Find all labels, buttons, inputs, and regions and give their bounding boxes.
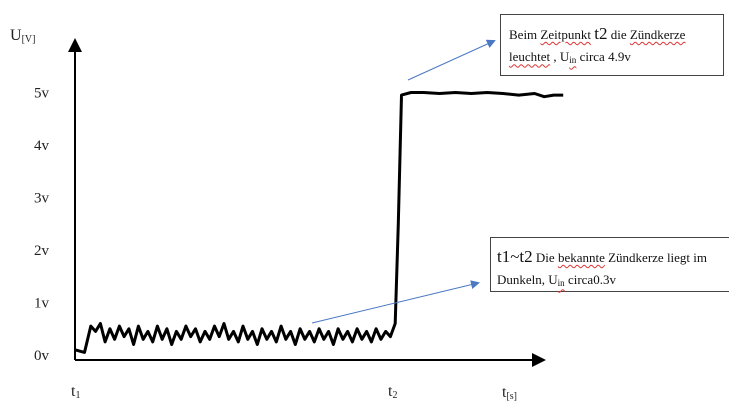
note2-pointer-arrow [311, 280, 480, 324]
y-tick-label: 0v [34, 348, 50, 364]
y-tick-label: 1v [34, 296, 50, 312]
y-tick-label: 5v [34, 86, 50, 102]
annotation-note-t2: Beim Zeitpunkt t2 die Zündkerze leuchtet… [500, 14, 724, 76]
x-axis-label: t[s] [502, 384, 517, 402]
x-tick-label: t2 [388, 383, 397, 401]
y-tick-label: 2v [34, 243, 50, 259]
x-axis-arrow-icon [532, 353, 546, 367]
y-tick-label: 3v [34, 191, 50, 207]
y-axis-label: U[V] [10, 27, 35, 45]
voltage-series-line [74, 91, 564, 354]
y-axis-arrow-icon [68, 38, 82, 52]
note1-pointer-arrow [407, 39, 496, 81]
annotation-note-t1-t2: t1~t2 Die bekannte Zündkerze liegt im Du… [490, 237, 729, 292]
x-tick-label: t1 [71, 383, 80, 401]
y-tick-label: 4v [34, 138, 50, 154]
